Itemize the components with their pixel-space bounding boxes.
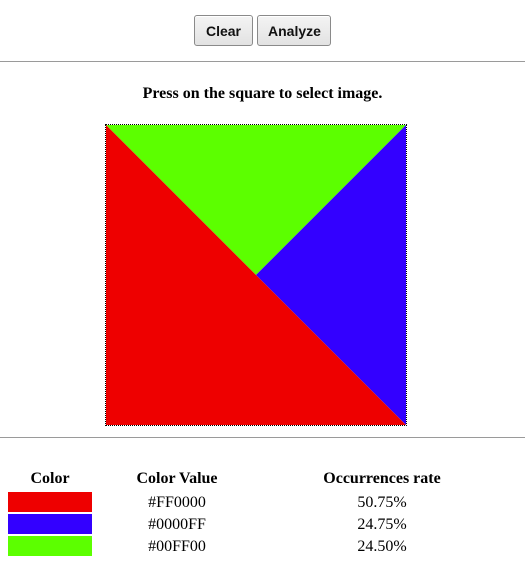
color-value: #00FF00	[148, 538, 206, 555]
top-triangle	[106, 125, 406, 275]
selected-image	[106, 125, 406, 425]
top-divider	[0, 61, 525, 62]
table-row: #00FF00 24.50%	[0, 536, 525, 558]
color-swatch	[8, 492, 92, 512]
instruction-text: Press on the square to select image.	[142, 85, 383, 102]
analyze-button[interactable]: Analyze	[257, 15, 331, 46]
bottom-divider	[0, 437, 525, 438]
table-row: #0000FF 24.75%	[0, 514, 525, 536]
color-value: #0000FF	[148, 516, 206, 533]
occurrences-rate-header: Occurrences rate	[323, 470, 441, 487]
table-row: #FF0000 50.75%	[0, 492, 525, 514]
occurrence-rate: 24.75%	[357, 516, 407, 533]
occurrence-rate: 50.75%	[357, 494, 407, 511]
color-swatch	[8, 536, 92, 556]
clear-button[interactable]: Clear	[194, 15, 253, 46]
right-triangle	[256, 125, 406, 425]
occurrence-rate: 24.50%	[357, 538, 407, 555]
color-value-header: Color Value	[136, 470, 218, 487]
color-value: #FF0000	[148, 494, 206, 511]
color-header: Color	[30, 470, 70, 487]
bottom-left-triangle	[106, 125, 406, 425]
image-select-square[interactable]	[105, 124, 407, 426]
toolbar: Clear Analyze	[0, 0, 525, 61]
color-swatch	[8, 514, 92, 534]
